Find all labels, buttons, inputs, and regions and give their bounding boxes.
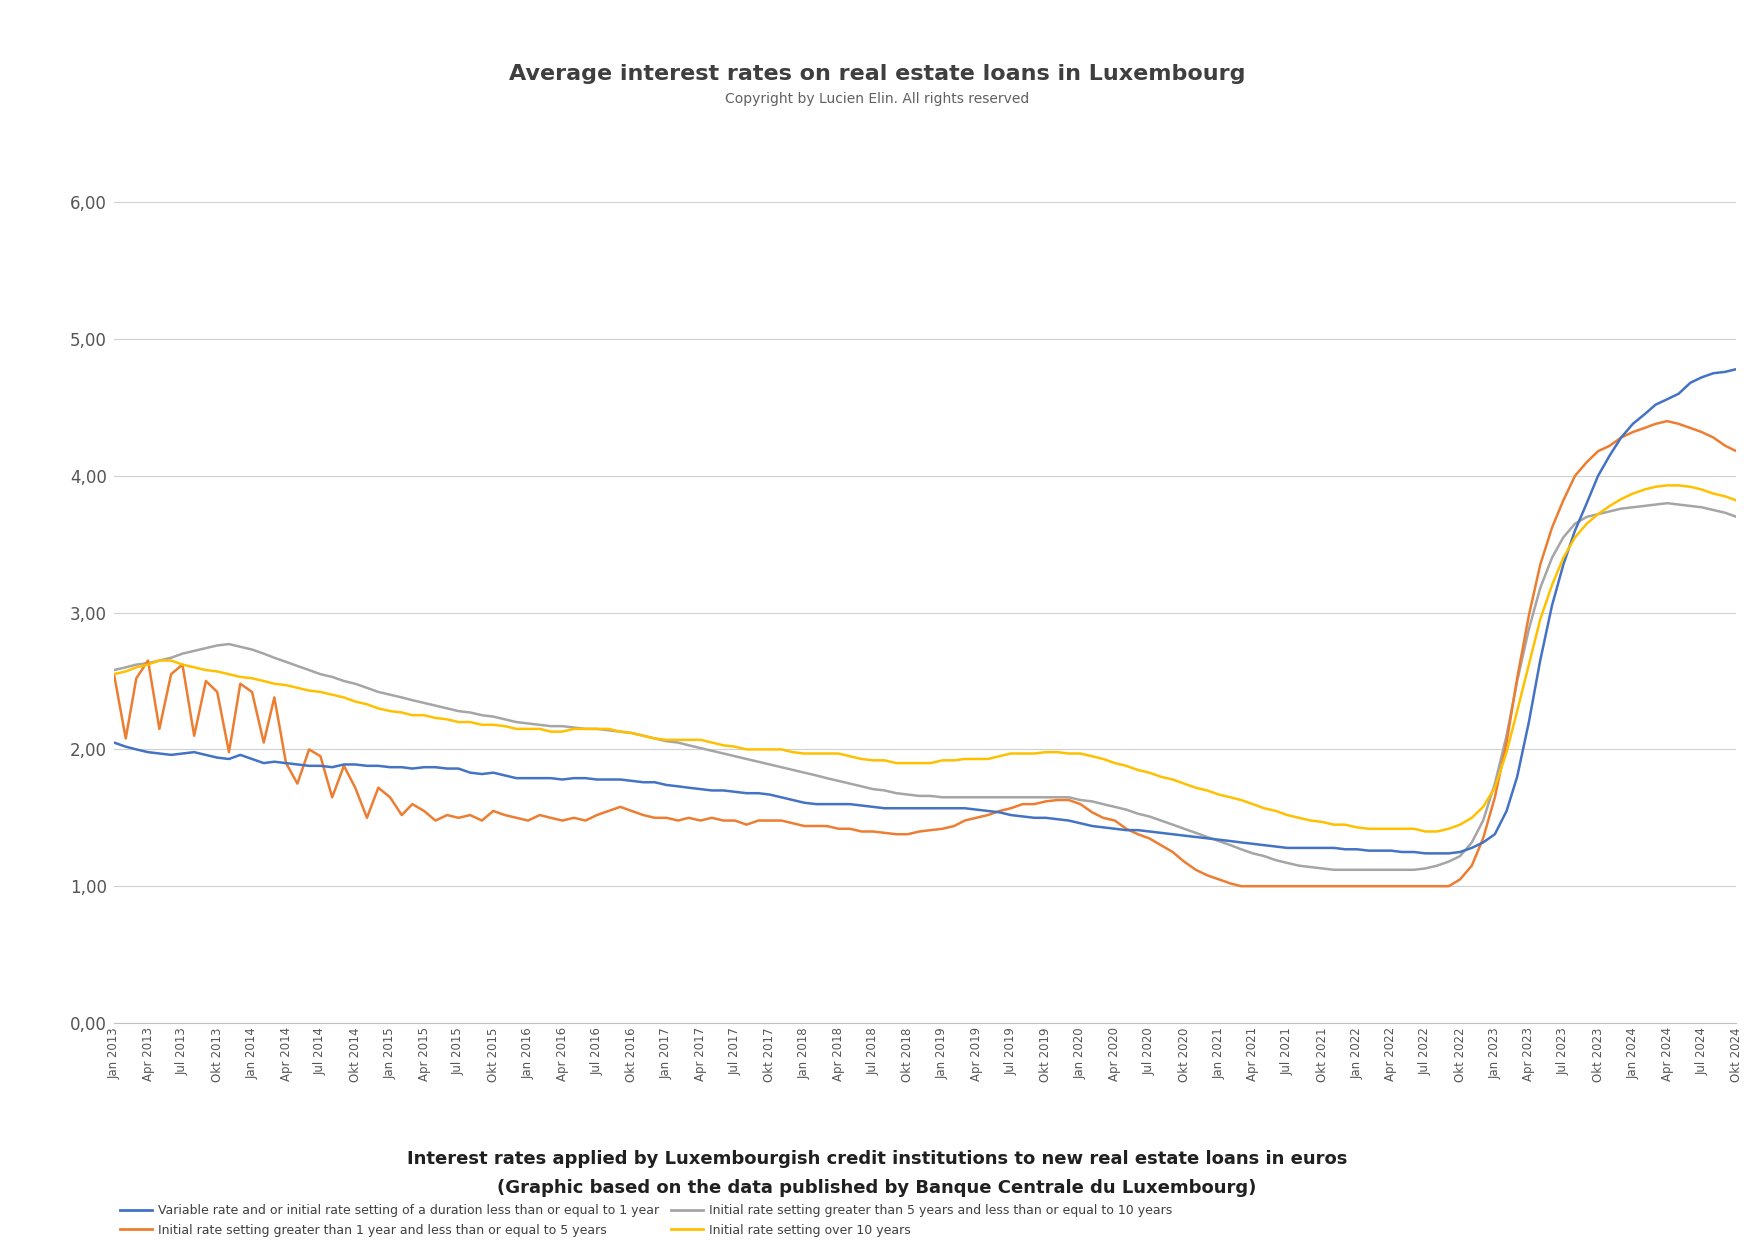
Text: (Graphic based on the data published by Banque Centrale du Luxembourg): (Graphic based on the data published by …: [498, 1179, 1256, 1197]
Text: Average interest rates on real estate loans in Luxembourg: Average interest rates on real estate lo…: [509, 64, 1245, 84]
Text: Copyright by Lucien Elin. All rights reserved: Copyright by Lucien Elin. All rights res…: [724, 92, 1030, 107]
Legend: Variable rate and or initial rate setting of a duration less than or equal to 1 : Variable rate and or initial rate settin…: [121, 1204, 1172, 1236]
Text: Interest rates applied by Luxembourgish credit institutions to new real estate l: Interest rates applied by Luxembourgish …: [407, 1151, 1347, 1168]
